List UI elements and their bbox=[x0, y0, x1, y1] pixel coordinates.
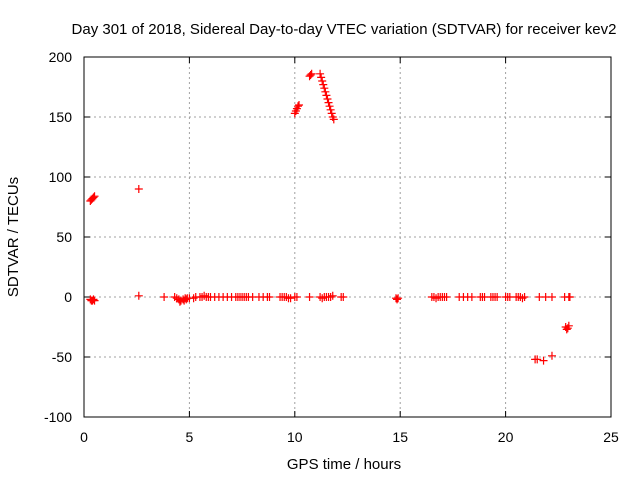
x-axis-label: GPS time / hours bbox=[287, 456, 401, 473]
data-point bbox=[89, 295, 98, 304]
data-point bbox=[323, 95, 332, 103]
y-axis-label: SDTVAR / TECUs bbox=[5, 177, 22, 297]
data-point bbox=[329, 115, 338, 124]
data-point bbox=[317, 73, 326, 82]
y-tick-label: 200 bbox=[49, 49, 73, 65]
x-tick-label: 15 bbox=[392, 429, 408, 445]
data-point bbox=[328, 291, 337, 300]
data-point bbox=[295, 101, 304, 109]
data-point bbox=[134, 291, 143, 300]
data-point bbox=[442, 293, 451, 301]
data-point bbox=[306, 71, 315, 79]
data-point bbox=[325, 102, 334, 111]
data-point bbox=[265, 293, 274, 301]
data-point bbox=[90, 192, 99, 201]
y-tick-label: 50 bbox=[56, 229, 72, 245]
y-tick-label: 0 bbox=[64, 289, 72, 305]
x-tick-label: 5 bbox=[186, 429, 194, 445]
data-point bbox=[89, 193, 98, 202]
data-point bbox=[320, 84, 329, 93]
x-tick-label: 10 bbox=[287, 429, 303, 445]
data-point bbox=[467, 293, 476, 301]
data-point bbox=[326, 105, 335, 114]
data-point bbox=[393, 295, 402, 304]
y-tick-label: -100 bbox=[44, 409, 72, 425]
data-point bbox=[322, 91, 331, 100]
data-point bbox=[324, 98, 333, 107]
data-point bbox=[292, 293, 301, 301]
data-point bbox=[339, 293, 348, 301]
data-point bbox=[394, 294, 403, 303]
series-points bbox=[86, 69, 574, 365]
data-point bbox=[547, 293, 556, 301]
y-tick-label: -50 bbox=[52, 349, 72, 365]
data-point bbox=[539, 356, 548, 365]
data-point bbox=[307, 69, 316, 78]
data-point bbox=[293, 102, 302, 111]
data-point bbox=[319, 80, 328, 89]
data-point bbox=[316, 69, 325, 78]
chart-title: Day 301 of 2018, Sidereal Day-to-day VTE… bbox=[72, 21, 617, 38]
x-tick-label: 25 bbox=[603, 429, 619, 445]
x-tick-label: 0 bbox=[80, 429, 88, 445]
data-point bbox=[160, 293, 169, 301]
data-point bbox=[547, 351, 556, 360]
data-point bbox=[520, 293, 529, 301]
data-point bbox=[533, 355, 542, 364]
plot-frame bbox=[83, 56, 612, 418]
data-point bbox=[493, 293, 502, 301]
data-point bbox=[134, 185, 143, 193]
y-tick-label: 150 bbox=[49, 109, 73, 125]
data-point bbox=[565, 293, 574, 301]
data-point bbox=[321, 87, 330, 96]
data-point bbox=[564, 321, 573, 330]
data-point bbox=[90, 296, 99, 305]
data-point bbox=[286, 294, 295, 303]
x-tick-label: 20 bbox=[498, 429, 514, 445]
data-point bbox=[318, 77, 327, 85]
y-tick-label: 100 bbox=[49, 169, 73, 185]
data-point bbox=[305, 293, 314, 301]
data-point bbox=[327, 109, 336, 118]
